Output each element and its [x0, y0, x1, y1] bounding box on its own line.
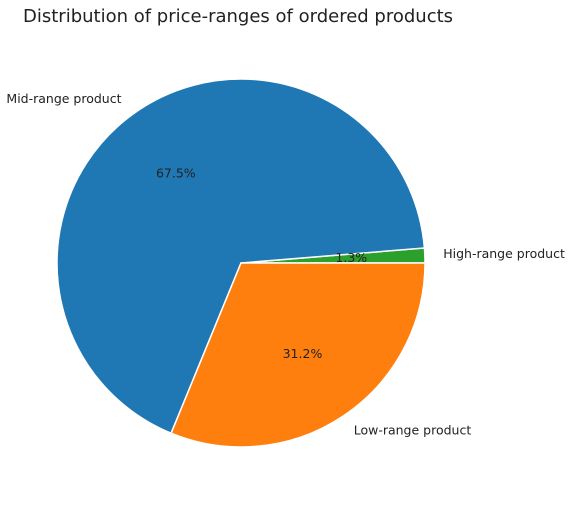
- slice-percentage-high-range-product: 1.3%: [335, 250, 367, 265]
- slice-percentage-low-range-product: 31.2%: [283, 346, 323, 361]
- pie-slice-mid-range-product: [56, 78, 426, 435]
- chart-title: Distribution of price-ranges of ordered …: [23, 6, 454, 27]
- slice-label-low-range-product: Low-range product: [354, 423, 472, 438]
- pie-labels: High-range product 1.3% Mid-range product 6…: [6, 91, 565, 437]
- pie-slices: [56, 78, 426, 448]
- pie-slice-low-range-product: [170, 262, 426, 448]
- slice-label-high-range-product: High-range product: [443, 246, 565, 261]
- slice-percentage-mid-range-product: 67.5%: [156, 165, 196, 180]
- slice-label-mid-range-product: Mid-range product: [6, 91, 121, 106]
